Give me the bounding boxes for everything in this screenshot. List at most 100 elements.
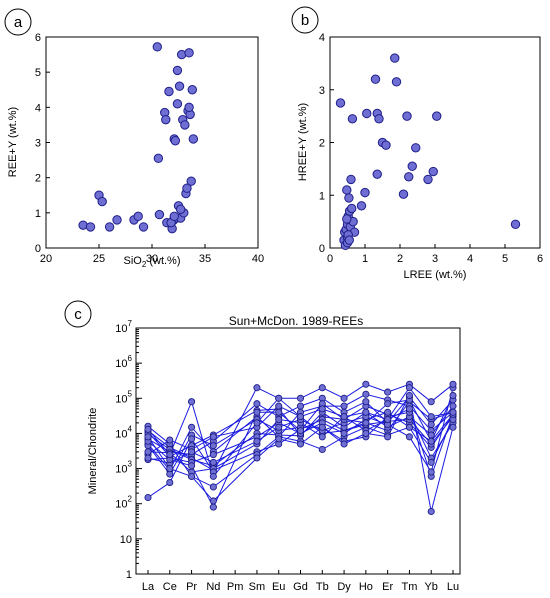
panel-c-data-point [296, 427, 305, 435]
panel-b-xtick-label: 4 [467, 253, 473, 265]
panel-c-data-point [209, 472, 217, 480]
panel-c-data-point [144, 433, 152, 441]
panel-c-data-point [427, 468, 435, 476]
panel-c-data-point [253, 400, 261, 408]
panel-a-badge-label: a [14, 14, 23, 31]
panel-c-data-point [275, 435, 283, 443]
panel-c-data-point [166, 465, 174, 473]
panel-b-xtick-label: 1 [362, 253, 368, 265]
panel-b-data-point [390, 53, 400, 63]
panel-a-data-point [172, 65, 183, 76]
panel-b-data-point [344, 235, 354, 245]
panel-b-data-point [362, 108, 372, 119]
panel-c-data-point [209, 442, 217, 450]
panel-a-data-point [186, 176, 196, 186]
panel-c-ytick-label: 10 [120, 534, 132, 546]
panel-c-data-point [275, 394, 283, 402]
panel-c-data-point [188, 472, 196, 480]
panel-a-ytick-label: 2 [35, 173, 41, 185]
panel-a-xtick-label: 35 [199, 253, 211, 265]
panel-c-category-label: Nd [206, 581, 220, 593]
panel-b-data-point [356, 201, 367, 211]
panel-b-data-point [347, 203, 357, 214]
panel-a-data-point [172, 99, 183, 109]
panel-c-category-label: La [142, 581, 155, 593]
panel-a-data-point [164, 86, 174, 97]
panel-c-data-point [449, 380, 457, 388]
panel-b-ytick-label: 0 [319, 243, 325, 255]
panel-a-data-point [184, 48, 194, 58]
panel-b-xtick-label: 0 [327, 253, 333, 265]
panel-a-ytick-label: 4 [35, 102, 41, 114]
panel-c-data-point [253, 384, 261, 392]
panel-a-data-point [182, 183, 192, 193]
panel-c-plot-frame [135, 327, 461, 575]
panel-c-series-line [147, 408, 454, 478]
panel-b-data-point [404, 172, 414, 182]
panel-a-ytick-label: 0 [35, 243, 41, 255]
panel-c-data-point [209, 433, 217, 441]
panel-b-data-point [372, 169, 382, 179]
panel-c-series-line [147, 396, 454, 456]
panel-a-data-point [187, 85, 197, 95]
panel-b-data-point [370, 74, 381, 84]
panel-b-data-point [346, 174, 356, 185]
panel-b-data-point [342, 214, 352, 224]
panel-c-data-point [318, 384, 326, 392]
panel-c-data-point [340, 413, 348, 421]
panel-c-category-label: Sm [249, 581, 266, 593]
panel-a-data-point [184, 102, 194, 113]
panel-c-series-lines [147, 383, 454, 512]
panel-b-points [335, 53, 521, 251]
panel-b-data-point [411, 143, 421, 153]
panel-c-data-point [427, 398, 435, 406]
panel-c-data-point [166, 451, 174, 459]
panel-c-data-point [188, 448, 196, 456]
panel-a-data-point [161, 114, 171, 125]
panel-c-data-point [275, 415, 283, 423]
panel-c-data-point [427, 420, 435, 429]
panel-c-data-point [188, 423, 196, 431]
panel-b-data-point [428, 166, 438, 177]
panel-b-data-point [423, 174, 433, 185]
panel-b-data-point [402, 111, 412, 121]
panel-c-series-line [147, 383, 454, 498]
panel-c-data-point [209, 458, 217, 466]
panel-b-ytick-label: 2 [319, 138, 325, 150]
panel-a-data-point [112, 215, 122, 225]
panel-c-data-point [188, 398, 196, 406]
panel-b-data-point [391, 77, 402, 87]
panel-c-category-label: Tm [401, 581, 417, 593]
panel-c-data-point [449, 408, 457, 416]
panel-a-xtick-label: 25 [93, 253, 105, 265]
panel-b-data-point [510, 219, 521, 229]
panel-c-data-point [384, 400, 392, 408]
panel-c-data-point [427, 458, 435, 466]
panel-a-xtick-label: 40 [252, 253, 264, 265]
panel-c-ytick-label: 106 [115, 354, 132, 370]
panel-b-data-point [407, 161, 417, 171]
panel-a-data-point [174, 81, 185, 91]
panel-c-category-label: Tb [316, 581, 329, 593]
panel-a-data-point [175, 204, 186, 215]
panel-a-data-point [154, 209, 165, 220]
panel-c-data-point [405, 384, 413, 392]
panel-c-data-point [318, 423, 326, 431]
panel-a-data-point [85, 222, 96, 232]
panel-c-data-point [427, 413, 435, 421]
panel-c-category-label: Ce [163, 581, 177, 593]
panel-c-data-point [340, 440, 348, 448]
panel-a-ytick-label: 3 [35, 138, 41, 150]
panel-c-data-point [144, 454, 152, 462]
panel-c-points [144, 380, 457, 516]
panel-b-data-point [335, 98, 346, 108]
panel-c-category-label: Pm [227, 581, 244, 593]
panel-a-scatter: a 20 25 30 35 40 0 1 2 3 4 5 6 SiO2 (wt.%) REE+Y (w… [4, 8, 264, 269]
panel-c-ytick-label: 104 [115, 424, 132, 440]
panel-c-data-point [296, 413, 305, 421]
panel-c-title: Sun+McDon. 1989-REEs [229, 314, 363, 328]
panel-b-xtick-label: 5 [502, 253, 508, 265]
panel-c-data-point [362, 390, 370, 398]
panel-c-ylabel: Mineral/Chondrite [87, 408, 99, 495]
panel-c-category-label: Lu [447, 581, 459, 593]
